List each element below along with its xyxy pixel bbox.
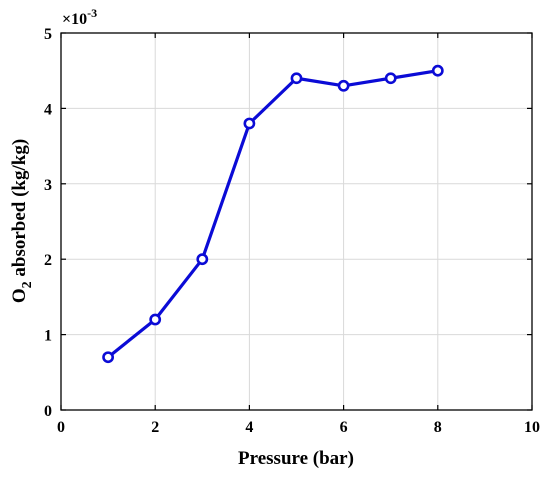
data-point-marker <box>243 117 256 130</box>
data-point-marker <box>102 351 114 364</box>
y-axis-title-main: O <box>9 288 30 303</box>
x-tick-label: 6 <box>340 419 348 436</box>
data-point-marker <box>384 72 397 85</box>
y-multiplier: ×10-3 <box>62 6 97 28</box>
y-tick-label: 3 <box>44 177 52 194</box>
y-multiplier-base: ×10 <box>62 11 87 28</box>
y-tick-label: 5 <box>44 26 52 43</box>
tick-labels: 0 2 4 6 8 10 0 1 2 3 4 5 <box>44 26 540 436</box>
data-point-marker <box>431 64 444 77</box>
data-point-marker <box>290 72 303 85</box>
y-tick-label: 2 <box>44 252 52 269</box>
x-tick-label: 8 <box>434 419 442 436</box>
y-axis-title-subscript: 2 <box>20 281 35 288</box>
y-axis-title-rest: absorbed (kg/kg) <box>9 139 30 282</box>
data-point-marker <box>337 79 350 92</box>
y-tick-label: 4 <box>44 101 52 118</box>
y-tick-label: 0 <box>44 403 52 420</box>
x-tick-label: 0 <box>57 419 65 436</box>
series-layer <box>102 64 444 364</box>
y-axis-title: O2 absorbed (kg/kg) <box>9 139 35 303</box>
plot-area <box>61 33 532 410</box>
grid-lines <box>61 33 532 410</box>
x-axis-title: Pressure (bar) <box>238 448 354 469</box>
axis-ticks <box>60 32 533 411</box>
y-multiplier-exponent: -3 <box>87 6 97 20</box>
y-tick-label: 1 <box>44 328 52 345</box>
plot-frame <box>60 32 533 411</box>
data-point-marker <box>149 313 162 326</box>
x-tick-label: 10 <box>524 419 540 436</box>
series-line <box>106 69 440 359</box>
data-point-marker <box>196 253 209 266</box>
x-tick-label: 4 <box>245 419 253 436</box>
x-tick-label: 2 <box>151 419 159 436</box>
